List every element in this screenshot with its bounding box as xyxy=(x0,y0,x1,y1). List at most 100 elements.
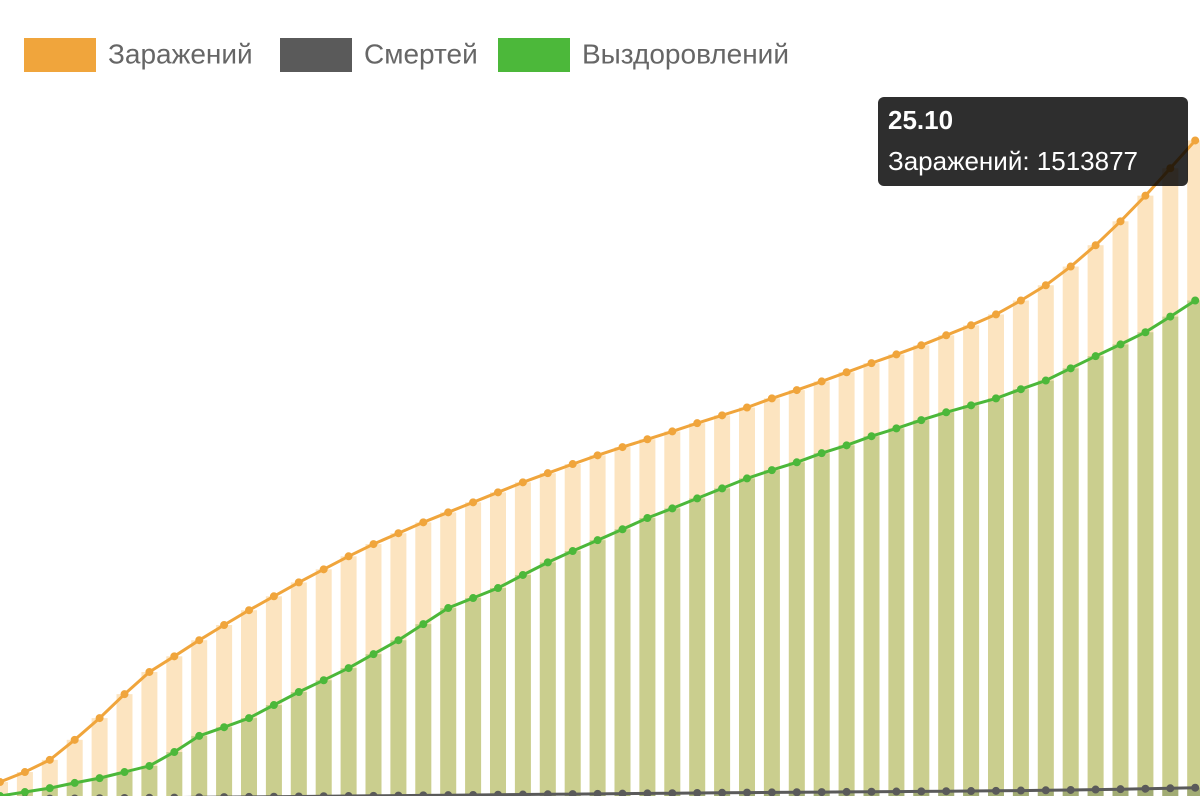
point xyxy=(120,690,129,699)
point xyxy=(469,790,478,796)
point xyxy=(792,458,801,467)
bar xyxy=(813,453,830,796)
bar xyxy=(415,624,432,796)
point xyxy=(369,650,378,659)
bar xyxy=(0,782,8,796)
bar xyxy=(514,574,531,796)
point xyxy=(444,791,453,796)
bar xyxy=(838,445,855,796)
point xyxy=(195,793,203,796)
point xyxy=(344,664,353,673)
point xyxy=(668,427,677,436)
bar xyxy=(490,588,506,796)
point xyxy=(269,792,278,796)
bar xyxy=(1137,332,1154,796)
point xyxy=(220,793,228,796)
bar xyxy=(614,447,631,796)
point xyxy=(1091,241,1100,250)
point xyxy=(1116,785,1125,794)
point xyxy=(643,435,652,444)
bar xyxy=(241,718,257,796)
point xyxy=(1066,364,1075,373)
point xyxy=(170,652,179,661)
point xyxy=(20,768,29,777)
point xyxy=(1166,312,1175,321)
bar xyxy=(739,478,755,796)
legend-swatch xyxy=(280,38,352,72)
point xyxy=(618,443,627,452)
point xyxy=(1166,784,1175,793)
point xyxy=(95,774,104,783)
point xyxy=(220,621,229,629)
point xyxy=(743,474,751,483)
point xyxy=(942,408,951,417)
bar xyxy=(913,345,930,796)
bar xyxy=(340,556,357,796)
legend-swatch xyxy=(498,38,570,72)
point xyxy=(593,536,602,545)
point xyxy=(120,768,129,777)
point xyxy=(643,513,652,522)
bar xyxy=(1012,300,1029,796)
tooltip-title: 25.10 xyxy=(888,105,953,135)
tooltip: 25.10 Заражений: 1513877 xyxy=(878,97,1188,186)
bar xyxy=(116,772,133,796)
point xyxy=(992,786,1000,795)
bar xyxy=(639,517,656,796)
bar xyxy=(490,492,506,796)
legend-label: Выздоровлений xyxy=(582,38,789,69)
bar xyxy=(539,562,556,796)
point xyxy=(992,310,1000,319)
point xyxy=(767,788,776,796)
bar xyxy=(465,598,482,796)
point xyxy=(917,416,926,425)
bar xyxy=(1087,356,1104,796)
legend: Заражений Смертей Выздоровлений xyxy=(24,38,789,72)
point xyxy=(269,592,278,601)
bar xyxy=(564,551,581,796)
bar xyxy=(863,436,880,796)
bar xyxy=(191,640,208,796)
point xyxy=(220,723,229,732)
point xyxy=(195,636,204,645)
point xyxy=(1066,262,1075,271)
point xyxy=(693,419,702,428)
bar xyxy=(863,363,880,796)
point xyxy=(294,578,303,587)
bar xyxy=(141,765,158,796)
point xyxy=(867,359,876,368)
bar xyxy=(1137,195,1154,796)
bar xyxy=(365,544,382,796)
point xyxy=(145,667,154,676)
bar xyxy=(888,428,905,796)
point xyxy=(543,469,552,478)
point xyxy=(867,787,876,796)
point xyxy=(1041,281,1050,290)
bar xyxy=(539,473,556,796)
legend-label: Заражений xyxy=(108,38,253,69)
point xyxy=(942,787,951,796)
bar xyxy=(589,540,606,796)
point xyxy=(668,504,677,513)
point xyxy=(469,594,478,603)
point xyxy=(518,478,527,487)
point xyxy=(344,792,353,796)
bar xyxy=(265,596,282,796)
point xyxy=(743,788,751,796)
bar xyxy=(216,625,233,796)
bar xyxy=(415,522,432,796)
point xyxy=(817,377,826,386)
point xyxy=(70,778,79,787)
point xyxy=(718,788,727,796)
point xyxy=(444,604,453,613)
bar xyxy=(440,608,457,796)
bar xyxy=(66,782,83,796)
point xyxy=(967,787,976,796)
point xyxy=(817,788,826,796)
point xyxy=(1116,340,1125,349)
bar xyxy=(265,705,282,796)
bar xyxy=(689,498,706,796)
point xyxy=(245,792,253,796)
bar xyxy=(1062,266,1079,796)
